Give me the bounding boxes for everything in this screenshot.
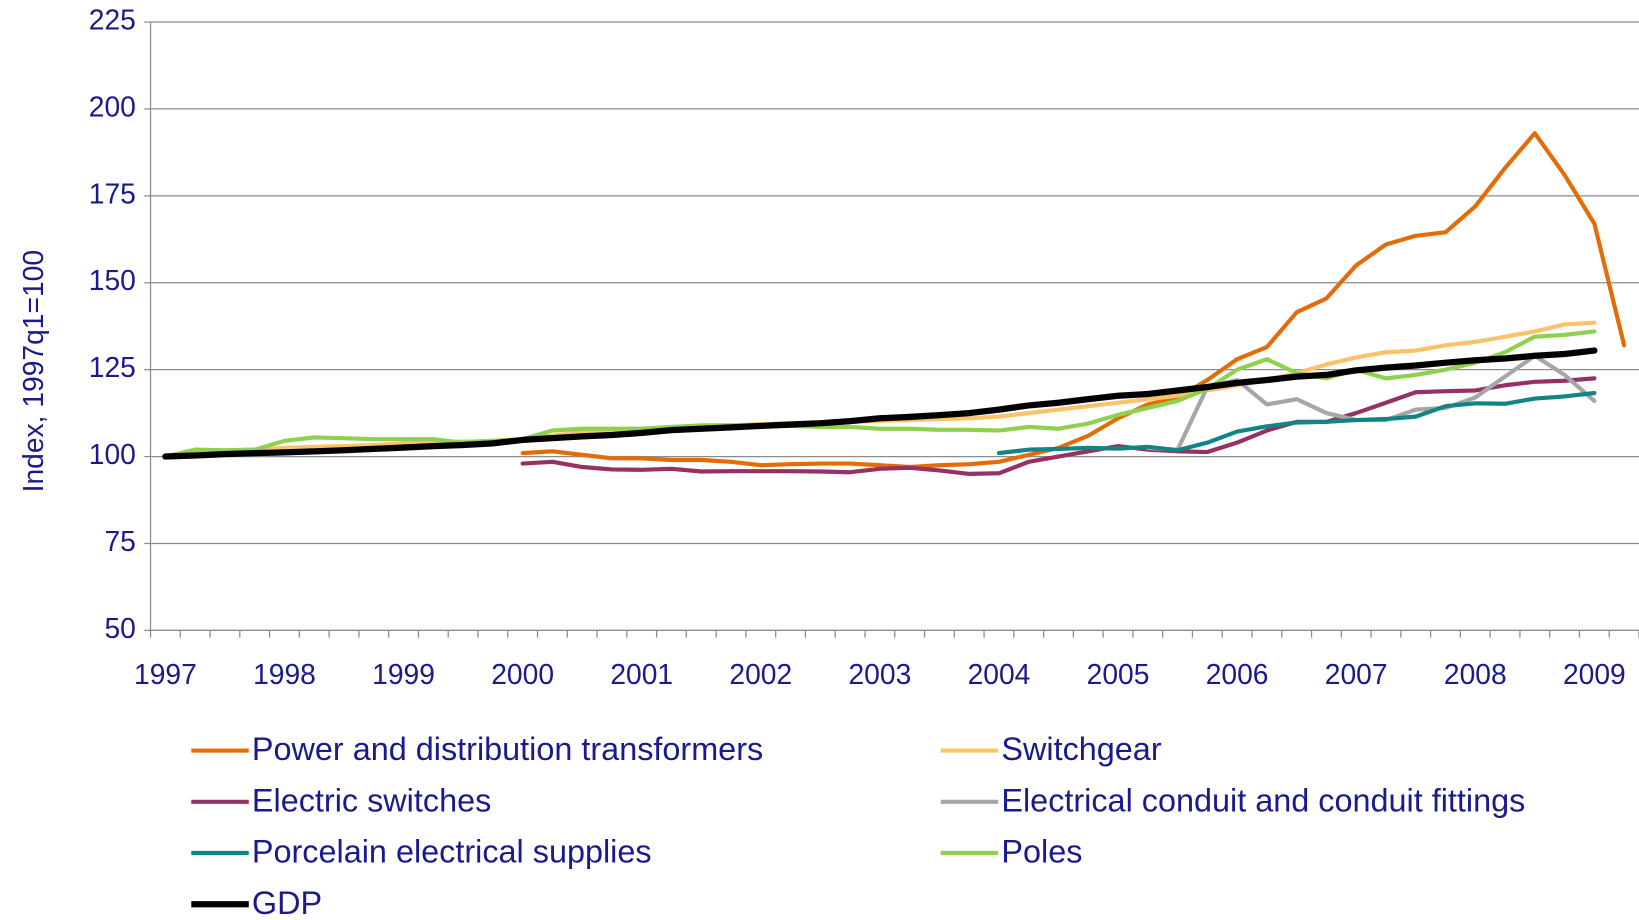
x-tick-label: 2006	[1206, 658, 1269, 690]
y-tick-label: 100	[89, 438, 136, 470]
x-tick-label: 2002	[729, 658, 792, 690]
x-tick-label: 1998	[253, 658, 316, 690]
legend-label: Electric switches	[252, 782, 491, 818]
x-tick-label: 2009	[1563, 658, 1626, 690]
y-tick-label: 125	[89, 351, 136, 383]
series-line	[163, 329, 1597, 459]
y-tick-label: 75	[104, 525, 135, 557]
y-tick-label: 175	[89, 177, 136, 209]
series-line	[520, 131, 1627, 470]
legend-label: GDP	[252, 885, 322, 920]
legend-label: Electrical conduit and conduit fittings	[1001, 782, 1525, 818]
y-axis-label: Index, 1997q1=100	[17, 250, 49, 492]
x-tick-label: 2001	[610, 658, 673, 690]
legend-label: Porcelain electrical supplies	[252, 834, 652, 870]
y-tick-label: 150	[89, 264, 136, 296]
legend-label: Power and distribution transformers	[252, 731, 763, 767]
legend-label: Switchgear	[1001, 731, 1161, 767]
x-tick-label: 1999	[372, 658, 435, 690]
series-line	[996, 390, 1597, 456]
series-line	[520, 376, 1597, 476]
y-tick-label: 50	[104, 612, 135, 644]
x-tick-label: 2007	[1325, 658, 1388, 690]
legend-label: Poles	[1001, 834, 1082, 870]
series-line	[162, 347, 1598, 460]
x-tick-label: 1997	[134, 658, 197, 690]
y-tick-label: 225	[89, 3, 136, 35]
x-tick-label: 2008	[1444, 658, 1507, 690]
x-tick-label: 2004	[968, 658, 1031, 690]
x-tick-label: 2003	[848, 658, 911, 690]
series-line	[163, 320, 1597, 459]
x-tick-label: 2000	[491, 658, 554, 690]
x-tick-label: 2005	[1087, 658, 1150, 690]
y-tick-label: 200	[89, 90, 136, 122]
